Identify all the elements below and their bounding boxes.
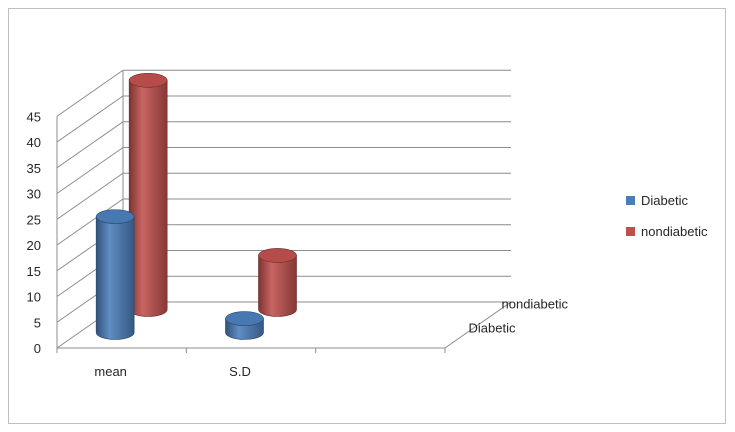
gridline-side (56, 147, 124, 194)
legend: Diabetic nondiabetic (626, 193, 708, 239)
legend-swatch (626, 227, 635, 236)
y-tick-label: 25 (27, 212, 41, 227)
y-tick-label: 20 (27, 238, 41, 253)
bars (95, 73, 297, 340)
y-tick-label: 45 (27, 109, 41, 124)
gridline-side (56, 172, 124, 220)
x-tick-label: S.D (229, 364, 251, 379)
bar (128, 73, 168, 317)
y-tick-label: 15 (27, 264, 41, 279)
gridline-side (56, 95, 124, 143)
gridline-side (56, 198, 124, 246)
gridline-side (56, 121, 124, 169)
legend-item: Diabetic (626, 193, 688, 208)
depth-label: Diabetic (469, 321, 516, 336)
labels: 0 5 10 15 20 25 30 35 40 45 mean S.D Diabetic nondiab… (27, 109, 569, 379)
y-tick-label: 5 (34, 315, 41, 330)
legend-swatch (626, 196, 635, 205)
y-tick-label: 40 (27, 135, 41, 150)
legend-label: Diabetic (641, 193, 688, 208)
x-tick-label: mean (94, 364, 127, 379)
bar (95, 209, 135, 340)
y-tick-label: 0 (34, 341, 41, 356)
y-tick-label: 30 (27, 187, 41, 202)
legend-item: nondiabetic (626, 224, 708, 239)
y-tick-label: 10 (27, 290, 41, 305)
depth-label: nondiabetic (502, 297, 569, 312)
legend-label: nondiabetic (641, 224, 708, 239)
floor-right-edge (444, 301, 512, 349)
y-tick-label: 35 (27, 161, 41, 176)
axes (56, 70, 512, 353)
bar (258, 248, 297, 317)
gridline-side (56, 69, 124, 117)
bar (225, 311, 264, 340)
